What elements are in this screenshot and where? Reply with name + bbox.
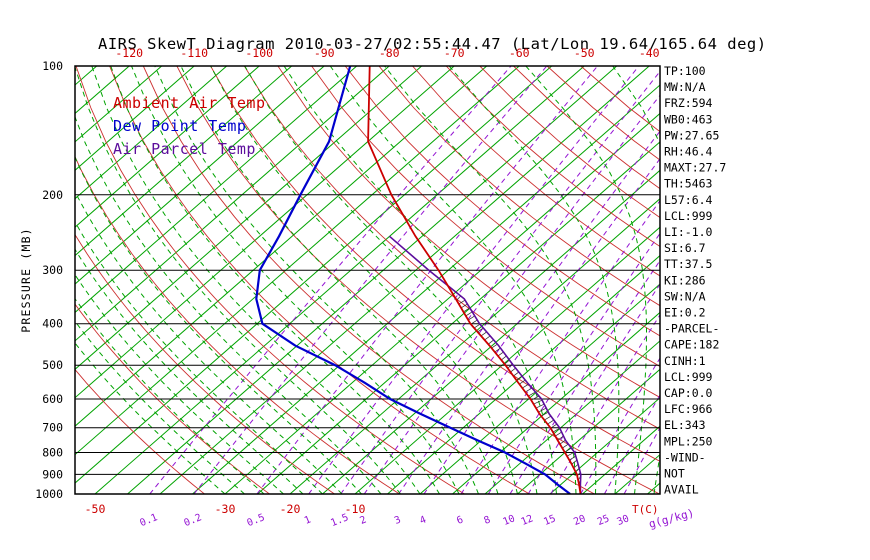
bottom-temp-tick-label: -30 <box>215 502 236 516</box>
mixing-ratio-tick-label: 8 <box>483 514 493 526</box>
top-temp-tick-label: -100 <box>245 46 273 60</box>
stat-line: NOT <box>664 467 685 481</box>
stats-panel: TP:100 MW:N/A FRZ:594 WB0:463 PW:27.65 RH:46.… <box>664 64 726 497</box>
mixing-ratio-tick-label: 0.2 <box>183 512 204 529</box>
mixing-ratio-tick-label: 4 <box>418 514 428 526</box>
plot-frame <box>74 65 661 495</box>
pressure-tick-label: 1000 <box>35 487 63 501</box>
stat-line: MPL:250 <box>664 434 713 448</box>
chart-title: AIRS SkewT Diagram 2010-03-27/02:55:44.4… <box>98 35 767 53</box>
stat-line: EL:343 <box>664 418 706 432</box>
mixing-ratio-tick-label: 30 <box>616 513 631 528</box>
chart-plot-area: 100 200 300 400 500 600 700 800 900 1000 -120 -110 -… <box>35 46 726 529</box>
pressure-tick-label: 400 <box>42 317 63 331</box>
mixing-ratio-tick-label: 0.5 <box>246 512 267 529</box>
legend-ambient-air-temp: Ambient Air Temp <box>113 94 266 112</box>
axis-labels: 100 200 300 400 500 600 700 800 900 1000 -120 -110 -… <box>35 46 659 529</box>
top-temp-tick-label: -120 <box>115 46 143 60</box>
pressure-tick-label: 100 <box>42 59 63 73</box>
stat-line: SW:N/A <box>664 289 706 303</box>
stat-line: TT:37.5 <box>664 257 712 271</box>
stat-line: LFC:966 <box>664 402 713 416</box>
pressure-tick-label: 200 <box>42 188 63 202</box>
bottom-temp-tick-label: -10 <box>345 502 366 516</box>
stat-line: FRZ:594 <box>664 96 713 110</box>
moist-adiabat-lines <box>75 66 660 494</box>
top-temp-tick-label: -90 <box>314 46 335 60</box>
stat-line: CINH:1 <box>664 354 706 368</box>
pressure-tick-label: 500 <box>42 358 63 372</box>
dry-adiabat-lines <box>75 66 660 494</box>
background-grid-lines <box>75 66 660 494</box>
mixing-ratio-tick-label: 1 <box>303 514 313 526</box>
top-temp-tick-label: -80 <box>379 46 400 60</box>
pressure-grid-lines <box>75 66 660 494</box>
stat-line: EI:0.2 <box>664 306 706 320</box>
dew-point-temp-curve <box>255 66 571 494</box>
stat-line: -WIND- <box>664 450 706 464</box>
stat-line: AVAIL <box>664 483 699 497</box>
stat-line: LI:-1.0 <box>664 225 713 239</box>
stat-line: SI:6.7 <box>664 241 706 255</box>
stat-line: CAPE:182 <box>664 338 719 352</box>
bottom-temp-tick-label: -20 <box>280 502 301 516</box>
cape-hatch-region <box>456 295 581 485</box>
temp-unit-label: T(C) <box>632 503 659 516</box>
mixing-ratio-tick-label: 0.1 <box>138 512 159 529</box>
pressure-tick-label: 900 <box>42 467 63 481</box>
top-temp-tick-label: -60 <box>509 46 530 60</box>
pressure-tick-label: 700 <box>42 421 63 435</box>
legend-dew-point-temp: Dew Point Temp <box>113 117 246 135</box>
stat-line: TH:5463 <box>664 177 713 191</box>
top-temp-tick-label: -50 <box>574 46 595 60</box>
pressure-tick-label: 600 <box>42 392 63 406</box>
mixing-ratio-lines <box>149 66 660 494</box>
mixing-ratio-tick-label: 10 <box>501 513 516 528</box>
stat-line: WB0:463 <box>664 112 713 126</box>
mixing-ratio-tick-label: 15 <box>542 513 557 528</box>
bottom-temp-tick-label: -50 <box>85 502 106 516</box>
mixing-ratio-tick-label: 1.5 <box>329 512 350 529</box>
air-parcel-temp-curve <box>388 235 582 494</box>
stat-line: L57:6.4 <box>664 193 713 207</box>
pressure-tick-label: 800 <box>42 446 63 460</box>
stat-line: MW:N/A <box>664 80 706 94</box>
mixing-ratio-tick-label: 2 <box>358 514 368 526</box>
stat-line: LCL:999 <box>664 370 713 384</box>
mixing-ratio-tick-label: 25 <box>596 513 611 528</box>
stat-line: TP:100 <box>664 64 706 78</box>
top-temp-tick-label: -70 <box>444 46 465 60</box>
legend-air-parcel-temp: Air Parcel Temp <box>113 140 256 158</box>
mixing-ratio-tick-label: 12 <box>520 513 535 528</box>
stat-line: RH:46.4 <box>664 145 713 159</box>
mixing-ratio-tick-label: 6 <box>455 514 465 526</box>
top-temp-tick-label: -110 <box>180 46 208 60</box>
pressure-axis-label: PRESSURE (MB) <box>19 227 33 333</box>
sounding-curves <box>255 66 582 494</box>
stat-line: LCL:999 <box>664 209 713 223</box>
mixing-ratio-tick-label: 20 <box>572 513 587 528</box>
mixing-ratio-tick-label: 3 <box>393 514 403 526</box>
ambient-air-temp-curve <box>367 66 582 494</box>
stat-line: -PARCEL- <box>664 322 719 336</box>
stat-line: CAP:0.0 <box>664 386 713 400</box>
pressure-tick-label: 300 <box>42 263 63 277</box>
stat-line: PW:27.65 <box>664 128 719 142</box>
top-temp-tick-label: -40 <box>639 46 660 60</box>
stat-line: KI:286 <box>664 273 706 287</box>
stat-line: MAXT:27.7 <box>664 161 726 175</box>
